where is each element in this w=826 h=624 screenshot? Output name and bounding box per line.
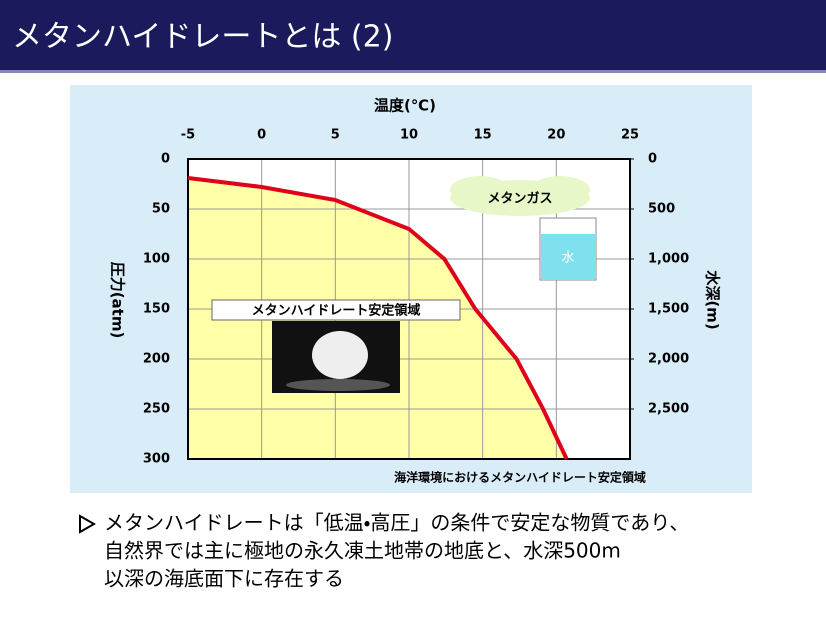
x-axis-label: 温度(℃) xyxy=(374,97,436,115)
curve xyxy=(187,176,569,460)
plot: -5 0 5 10 15 20 2505010015020025030005001,0001… xyxy=(143,128,689,467)
x-tick-label: 5 xyxy=(331,128,340,143)
photo xyxy=(272,321,400,393)
y2-tick-label: 0 xyxy=(648,152,657,167)
y-tick-label: 0 xyxy=(161,152,170,167)
methane-cloud xyxy=(450,176,590,216)
bullet-text: 以深の海底面下に存在する xyxy=(104,567,344,591)
y-tick-label: 50 xyxy=(152,202,170,217)
chart-caption: 海洋環境におけるメタンハイドレート安定領域 xyxy=(394,470,646,485)
y-tick-label: 100 xyxy=(143,252,170,267)
bullet-marker xyxy=(79,514,97,534)
y-tick-label: 300 xyxy=(143,452,170,467)
header-bar xyxy=(0,0,826,70)
annotation: メタンガス xyxy=(487,192,552,207)
annotation: メタンハイドレート安定領域 xyxy=(252,303,421,319)
plot-frame xyxy=(187,158,631,460)
y2-tick-label: 500 xyxy=(648,202,675,217)
y2-tick-label: 2,500 xyxy=(648,402,689,417)
y2-axis-label: 水深(m) xyxy=(704,269,722,329)
y2-tick-label: 1,000 xyxy=(648,252,689,267)
beaker xyxy=(539,217,597,281)
bullet-text: メタンハイドレートは「低温・高圧」の条件で安定な物質であり、 xyxy=(104,511,689,535)
y-tick-label: 200 xyxy=(143,352,170,367)
x-tick-label: 0 xyxy=(257,128,266,143)
annotation-box xyxy=(211,299,461,321)
x-tick-label: 10 xyxy=(400,128,418,143)
x-tick-label: 15 xyxy=(474,128,492,143)
annotation: 水 xyxy=(561,251,574,266)
slide-title: メタンハイドレートとは (2) xyxy=(12,20,393,55)
y-tick-label: 250 xyxy=(143,402,170,417)
y2-tick-label: 1,500 xyxy=(648,302,689,317)
x-tick-label: 20 xyxy=(547,128,565,143)
x-tick-label: -5 xyxy=(181,128,195,143)
x-tick-label: 25 xyxy=(621,128,639,143)
y-axis-label: 圧力(atm) xyxy=(109,262,127,339)
y2-tick-label: 2,000 xyxy=(648,352,689,367)
y-tick-label: 150 xyxy=(143,302,170,317)
bullet-text: 自然界では主に極地の永久凍土地帯の地底と、水深500m xyxy=(104,539,621,563)
header-rule xyxy=(0,70,826,73)
